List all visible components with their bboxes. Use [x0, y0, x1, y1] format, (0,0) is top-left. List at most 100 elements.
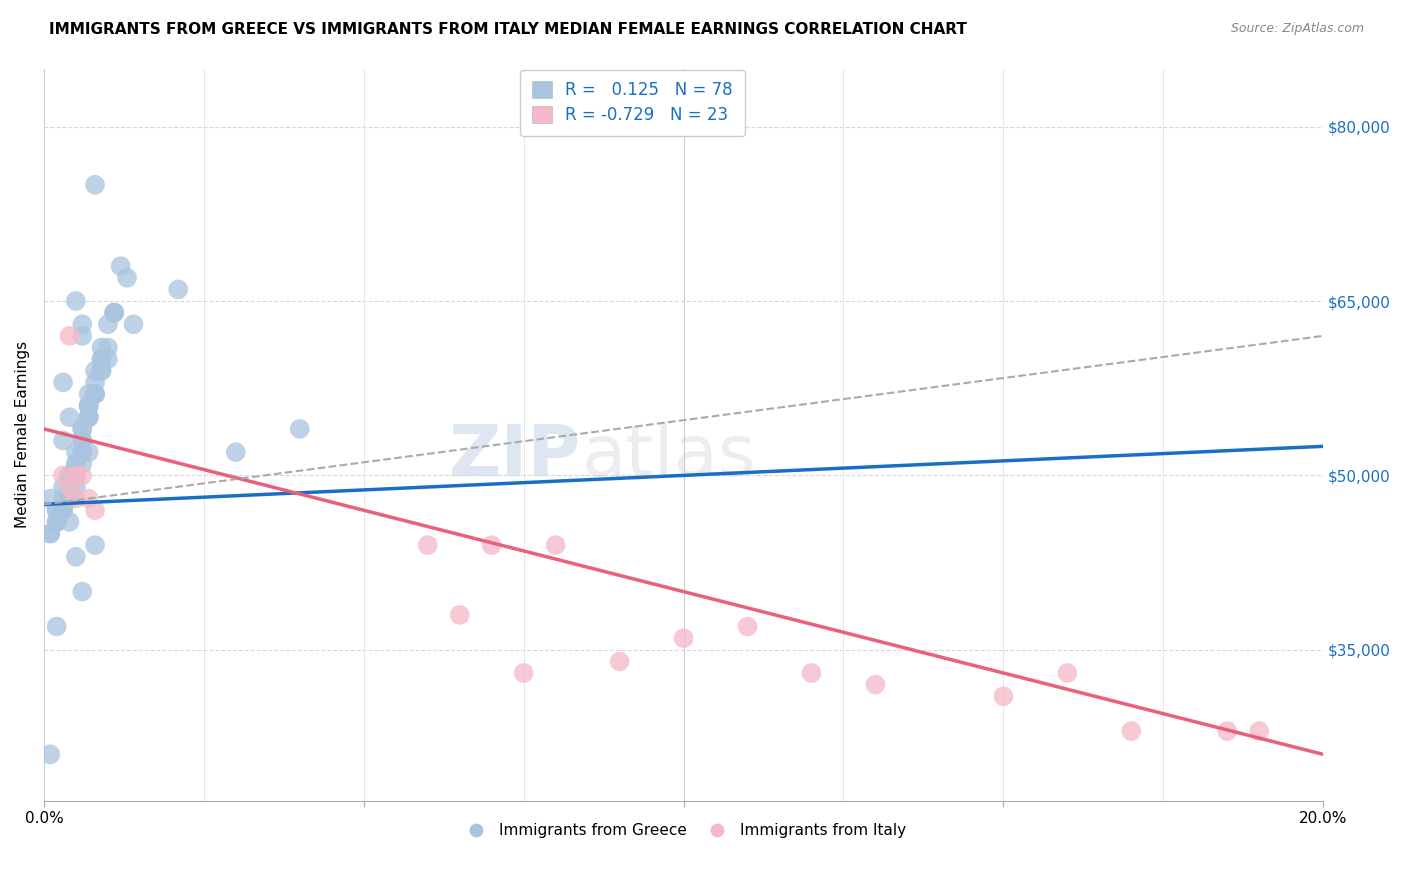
- Point: [52, 503, 75, 517]
- Point: [90, 341, 112, 355]
- Point: [65, 293, 87, 308]
- Point: [77, 399, 100, 413]
- Point: [52, 503, 75, 517]
- Point: [609, 654, 631, 668]
- Point: [39, 526, 62, 541]
- Point: [865, 678, 887, 692]
- Point: [103, 305, 125, 319]
- Point: [45, 619, 67, 633]
- Text: atlas: atlas: [581, 422, 755, 491]
- Point: [45, 515, 67, 529]
- Point: [97, 318, 120, 332]
- Point: [39, 747, 62, 762]
- Point: [58, 468, 80, 483]
- Point: [65, 468, 87, 483]
- Point: [52, 491, 75, 506]
- Text: ZIP: ZIP: [449, 422, 581, 491]
- Point: [45, 503, 67, 517]
- Point: [90, 364, 112, 378]
- Point: [72, 434, 94, 448]
- Text: IMMIGRANTS FROM GREECE VS IMMIGRANTS FROM ITALY MEDIAN FEMALE EARNINGS CORRELATI: IMMIGRANTS FROM GREECE VS IMMIGRANTS FRO…: [49, 22, 967, 37]
- Point: [1249, 724, 1271, 739]
- Point: [77, 410, 100, 425]
- Point: [52, 480, 75, 494]
- Point: [65, 480, 87, 494]
- Point: [1121, 724, 1143, 739]
- Point: [115, 270, 138, 285]
- Point: [52, 468, 75, 483]
- Point: [72, 457, 94, 471]
- Point: [77, 410, 100, 425]
- Point: [225, 445, 247, 459]
- Point: [58, 480, 80, 494]
- Point: [77, 491, 100, 506]
- Point: [65, 457, 87, 471]
- Point: [65, 468, 87, 483]
- Legend: Immigrants from Greece, Immigrants from Italy: Immigrants from Greece, Immigrants from …: [454, 817, 912, 845]
- Point: [77, 410, 100, 425]
- Point: [45, 515, 67, 529]
- Point: [65, 468, 87, 483]
- Point: [77, 387, 100, 401]
- Point: [39, 491, 62, 506]
- Point: [84, 503, 107, 517]
- Point: [167, 282, 190, 296]
- Point: [72, 468, 94, 483]
- Point: [288, 422, 311, 436]
- Point: [72, 422, 94, 436]
- Point: [77, 410, 100, 425]
- Point: [512, 665, 534, 680]
- Point: [45, 515, 67, 529]
- Point: [58, 491, 80, 506]
- Point: [97, 352, 120, 367]
- Point: [72, 584, 94, 599]
- Point: [1216, 724, 1239, 739]
- Point: [77, 399, 100, 413]
- Point: [84, 364, 107, 378]
- Point: [52, 503, 75, 517]
- Point: [416, 538, 439, 552]
- Point: [52, 503, 75, 517]
- Point: [84, 178, 107, 192]
- Point: [58, 468, 80, 483]
- Text: Source: ZipAtlas.com: Source: ZipAtlas.com: [1230, 22, 1364, 36]
- Point: [84, 538, 107, 552]
- Point: [110, 259, 132, 273]
- Point: [52, 434, 75, 448]
- Point: [72, 318, 94, 332]
- Point: [58, 480, 80, 494]
- Point: [72, 329, 94, 343]
- Point: [103, 305, 125, 319]
- Point: [97, 341, 120, 355]
- Point: [45, 503, 67, 517]
- Point: [58, 329, 80, 343]
- Point: [737, 619, 759, 633]
- Point: [122, 318, 145, 332]
- Point: [449, 607, 471, 622]
- Y-axis label: Median Female Earnings: Median Female Earnings: [15, 341, 30, 528]
- Point: [65, 457, 87, 471]
- Point: [58, 515, 80, 529]
- Point: [90, 352, 112, 367]
- Point: [672, 631, 695, 645]
- Point: [52, 503, 75, 517]
- Point: [65, 445, 87, 459]
- Point: [800, 665, 823, 680]
- Point: [72, 434, 94, 448]
- Point: [72, 422, 94, 436]
- Point: [103, 305, 125, 319]
- Point: [72, 445, 94, 459]
- Point: [544, 538, 567, 552]
- Point: [65, 491, 87, 506]
- Point: [84, 387, 107, 401]
- Point: [65, 549, 87, 564]
- Point: [77, 445, 100, 459]
- Point: [90, 364, 112, 378]
- Point: [84, 376, 107, 390]
- Point: [993, 690, 1015, 704]
- Point: [84, 387, 107, 401]
- Point: [481, 538, 503, 552]
- Point: [77, 399, 100, 413]
- Point: [58, 491, 80, 506]
- Point: [84, 387, 107, 401]
